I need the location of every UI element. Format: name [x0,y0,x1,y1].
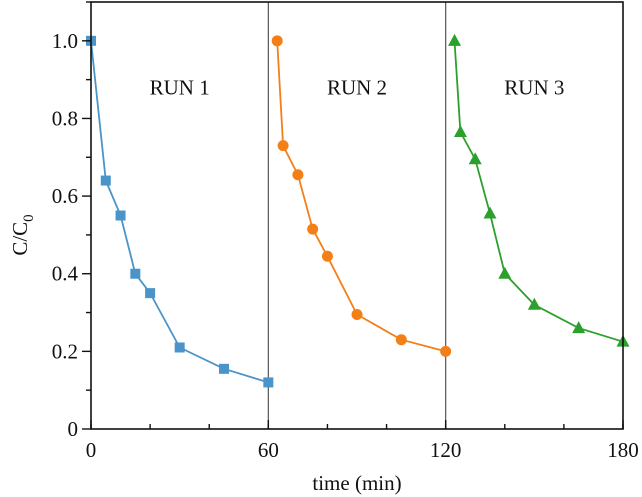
circle-marker [307,223,319,235]
x-tick-label: 0 [86,438,97,462]
run-label: RUN 1 [150,75,210,99]
triangle-marker [498,266,512,279]
run-label: RUN 2 [327,75,387,99]
y-tick-label: 0.6 [52,184,78,208]
series-line [90,40,269,384]
y-tick-label: 0.8 [52,106,78,130]
square-marker [263,377,274,388]
x-tick-label: 120 [430,438,462,462]
plot-frame [90,1,624,430]
x-tick-label: 180 [607,438,639,462]
square-marker [115,210,126,221]
square-marker [145,288,156,299]
series-run-3 [448,33,630,347]
circle-marker [440,345,452,357]
x-tick-label: 60 [258,438,279,462]
y-tick-label: 0.2 [52,339,78,363]
circle-marker [277,140,289,152]
circle-marker [292,169,304,181]
square-marker [130,268,141,279]
x-axis-title: time (min) [312,471,401,495]
run-annotations: RUN 1 RUN 2 RUN 3 [150,75,565,99]
circle-marker [321,250,333,262]
triangle-marker [453,125,467,138]
y-tick-label: 1.0 [52,29,78,53]
run-separators [267,2,447,429]
triangle-marker [483,206,497,219]
y-tick-label: 0 [68,417,79,441]
triangle-marker [448,33,462,46]
square-marker [219,363,229,374]
triangle-marker [468,152,482,165]
circle-marker [271,35,283,47]
run-label: RUN 3 [504,75,564,99]
y-axis-title-subscript: 0 [21,214,37,222]
series-run-2 [271,35,452,357]
triangle-marker [572,321,586,334]
y-axis-title: C/C0 [8,214,37,255]
y-tick-label: 0.4 [52,262,79,286]
square-marker [100,175,111,186]
square-marker [174,342,185,353]
y-axis-title-main: C/C [8,222,32,256]
triangle-marker [527,297,541,310]
axes: 0 60 120 180 0 0.2 0.4 0.6 0.8 1.0 [52,1,639,462]
circle-marker [395,334,407,346]
series-layer [86,33,630,388]
circle-marker [351,308,363,320]
